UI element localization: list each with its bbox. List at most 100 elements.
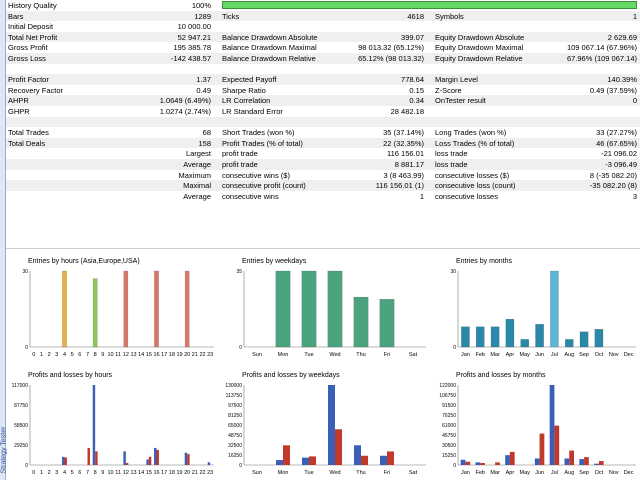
profit-bar [594, 463, 599, 465]
bar [92, 278, 98, 348]
x-tick-label: Thu [356, 352, 365, 358]
report-value: 1 [632, 11, 637, 21]
report-value: Maximum [178, 170, 211, 180]
chart-title: Entries by months [456, 258, 513, 265]
chart-4: Profits and losses by hours1170008775058… [12, 372, 214, 476]
profit-bar [564, 458, 570, 465]
x-tick-label: Apr [506, 352, 515, 358]
y-tick-label: 16250 [228, 453, 242, 459]
x-tick-label: 8 [94, 470, 97, 476]
x-tick-label: 6 [78, 352, 81, 358]
bar [379, 299, 395, 348]
report-value: 158 [198, 138, 211, 148]
profit-bar [276, 460, 283, 465]
report-label: consecutive losses [435, 191, 498, 201]
x-tick-label: 11 [115, 352, 121, 358]
x-tick-label: 23 [207, 352, 213, 358]
report-value: 3 [632, 191, 637, 201]
report-value: 65.12% (98 013.32) [358, 53, 424, 63]
report-value: -3 096.49 [605, 159, 637, 169]
report-label: Equity Drawdown Absolute [435, 32, 525, 42]
report-value: 116 156.01 [387, 149, 424, 159]
bar [565, 339, 574, 348]
report-value: -35 082.20 (8) [589, 181, 637, 191]
bar [62, 270, 67, 348]
x-tick-label: 13 [130, 352, 136, 358]
report-row: Total Net Profit 52 947.21 Balance Drawdow… [6, 31, 640, 43]
report-row: Recovery Factor 0.49 Sharpe Ratio 0.15 Z-Sco… [6, 85, 640, 96]
report-label: Expected Payoff [222, 75, 277, 85]
bar [550, 270, 559, 348]
x-tick-label: Tue [304, 352, 313, 358]
x-tick-label: 3 [55, 352, 58, 358]
report-row: Gross Loss -142 438.57 Balance Drawdown Re… [6, 52, 640, 64]
y-tick-label: 106750 [439, 393, 456, 399]
x-tick-label: 21 [192, 470, 198, 476]
report-row: GHPR 1.0274 (2.74%) LR Standard Error 28 48… [6, 106, 640, 117]
report-label: Initial Deposit [8, 22, 54, 32]
x-tick-label: 15 [146, 470, 152, 476]
report-value: 100% [191, 1, 211, 10]
y-tick-label: 45750 [442, 433, 456, 439]
x-tick-label: 12 [123, 470, 129, 476]
y-tick-label: 130000 [225, 383, 242, 389]
report-row: Total Trades 68 Short Trades (won %) 35 (37… [6, 127, 640, 138]
bar [490, 326, 500, 348]
x-tick-label: Oct [595, 352, 604, 358]
profit-bar [549, 385, 555, 465]
report-label: profit trade [222, 149, 258, 159]
x-tick-label: 9 [101, 470, 104, 476]
report-value: 28 482.18 [390, 106, 424, 116]
report-label: Sharpe Ratio [222, 85, 266, 95]
x-tick-label: Sun [252, 352, 262, 358]
x-tick-label: Aug [564, 470, 574, 476]
chart-title: Profits and losses by weekdays [242, 372, 340, 379]
report-value: Average [183, 191, 211, 201]
report-row: Average consecutive wins 1 consecutive loss… [6, 191, 640, 202]
y-tick-label: 97500 [228, 403, 242, 409]
report-label: LR Standard Error [222, 106, 283, 116]
bar [154, 270, 159, 348]
history-quality-bar [222, 1, 637, 9]
loss-bar [187, 454, 190, 465]
report-row: Bars 1289 Ticks 4618 Symbols 1 [6, 10, 640, 22]
x-tick-label: 13 [130, 470, 136, 476]
x-tick-label: 16 [153, 470, 159, 476]
y-tick-label: 65000 [228, 423, 242, 429]
x-tick-label: Sat [409, 470, 418, 476]
chart-1: Entries by hours (Asia,Europe,USA)3000 1 2… [22, 258, 214, 358]
x-tick-label: 2 [48, 470, 51, 476]
profit-bar [505, 455, 510, 465]
x-tick-label: Feb [476, 352, 485, 358]
x-tick-label: 14 [138, 352, 144, 358]
x-tick-label: 0 [32, 352, 35, 358]
charts-area: Entries by hours (Asia,Europe,USA) 30 0 0 1 2… [6, 248, 640, 480]
loss-bar [480, 463, 485, 465]
tester-side-panel: Strategy Tester [0, 0, 8, 480]
loss-bar [335, 429, 342, 465]
report-label: Profit Trades (% of total) [222, 138, 303, 148]
y-tick-label: 91500 [442, 403, 456, 409]
report-label: Gross Profit [8, 43, 48, 53]
report-row: History Quality 100% [6, 0, 640, 11]
report-value: 52 947.21 [177, 32, 211, 42]
x-tick-label: 23 [207, 470, 213, 476]
x-tick-label: 11 [115, 470, 121, 476]
x-tick-label: 1 [40, 470, 43, 476]
profit-bar [475, 462, 481, 465]
bar [275, 270, 291, 348]
x-tick-label: Oct [595, 470, 604, 476]
x-tick-label: Dec [624, 470, 634, 476]
report-row [6, 64, 640, 75]
report-label: consecutive losses ($) [435, 170, 510, 180]
report-row: Gross Profit 195 385.78 Balance Drawdown M… [6, 42, 640, 53]
report-label: Recovery Factor [8, 85, 64, 95]
y-tick-label: 61000 [442, 423, 456, 429]
x-tick-label: Dec [624, 352, 634, 358]
x-tick-label: 10 [107, 352, 113, 358]
y-tick-label: 29250 [14, 443, 28, 449]
report-label: Equity Drawdown Relative [435, 53, 523, 63]
report-label: LR Correlation [222, 96, 271, 106]
x-tick-label: May [520, 470, 531, 476]
bar [535, 324, 544, 348]
